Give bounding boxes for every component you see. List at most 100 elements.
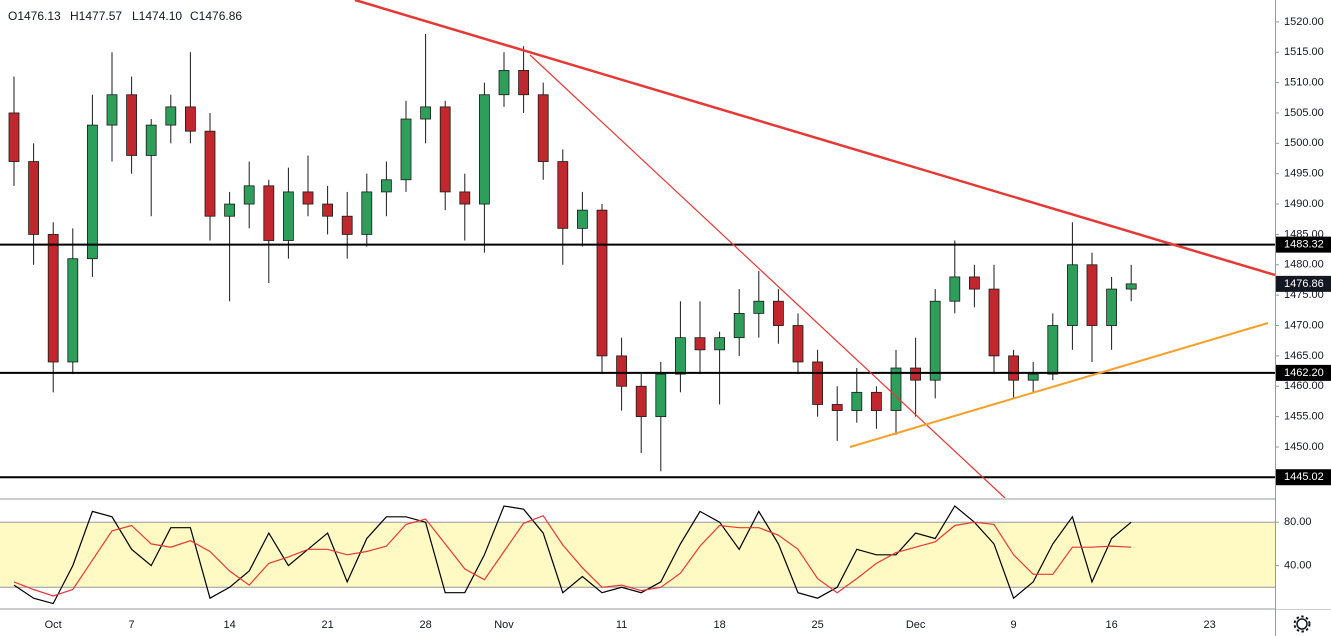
candle-body [1067,264,1078,326]
x-tick-label: 9 [1011,619,1017,631]
y-tick-label: 1505.00 [1284,107,1324,119]
candle-body [812,361,823,405]
y-tick-label: 80.00 [1284,516,1312,528]
candle-body [1008,355,1019,381]
candle-body [537,94,549,162]
candle-body [322,203,334,217]
candle-body [910,367,921,381]
y-tick-label: 1515.00 [1284,46,1324,58]
y-tick-label: 1480.00 [1284,259,1324,271]
x-tick-label: 14 [223,619,235,631]
candle-body [1027,373,1039,381]
y-tick-label: 1455.00 [1284,411,1324,423]
candle-body [773,300,784,326]
candle-body [733,312,745,339]
candle-body [361,191,373,235]
trend-line [354,0,1276,277]
y-tick-label: 1465.00 [1284,350,1324,362]
y-tick-label: 1500.00 [1284,137,1324,149]
candle-body [792,325,804,363]
candle-body [302,191,314,205]
x-tick-label: 25 [811,619,823,631]
y-tick-label: 1510.00 [1284,77,1324,89]
candle-body [8,112,20,162]
candle-body [165,106,177,126]
candle-body [675,337,686,375]
candle-body [400,118,412,181]
candle-body [106,94,118,126]
last-price-bg [1276,275,1331,292]
candle-body [616,355,627,387]
y-tick-label: 40.00 [1284,560,1312,572]
level-label-bg [1276,236,1331,253]
candle-body [929,300,941,381]
candle-body [263,185,275,241]
candle-body [145,124,157,156]
candle-body [224,203,236,217]
ohlc-open: O1476.13 [8,9,61,23]
candle-body [87,124,98,260]
candle-body [1125,283,1137,290]
x-tick-label: Dec [906,619,926,631]
level-label-bg [1276,469,1331,486]
x-tick-label: Nov [494,619,514,631]
x-tick-label: 11 [616,619,627,631]
candle-body [635,385,647,418]
candle-body [439,106,451,193]
candle-body [969,276,980,290]
ohlc-high: H1477.57 [70,9,122,23]
candle-body [126,94,137,156]
candle-body [557,161,569,229]
ohlc-low: L1474.10 [132,9,182,23]
x-tick-label: 7 [129,619,135,631]
candle-body [851,391,863,411]
candle-body [184,106,196,132]
x-tick-label: 16 [1105,619,1117,631]
candle-body [459,191,471,205]
level-label: 1462.20 [1284,367,1324,379]
candle-body [28,161,40,235]
x-tick-label: Oct [45,619,62,631]
stoch-line [13,505,1132,605]
trend-line [849,322,1269,448]
y-tick-label: 1470.00 [1284,319,1324,331]
x-tick-label: 21 [321,619,333,631]
x-tick-label: 18 [713,619,725,631]
candle-body [871,391,882,411]
candle-body [655,373,667,418]
candle-body [890,367,902,411]
last-price-label: 1476.86 [1284,278,1324,290]
candle-body [577,209,588,229]
level-label: 1483.32 [1284,239,1324,251]
candle-body [380,179,392,193]
candle-body [1086,264,1098,326]
candle-body [518,70,529,96]
y-tick-label: 1450.00 [1284,441,1324,453]
candle-body [1106,288,1117,326]
candle-body [596,209,608,357]
x-tick-label: 28 [419,619,431,631]
candle-body [204,130,216,217]
candle-body [831,404,843,411]
candle-body [341,215,353,235]
candle-body [420,106,432,120]
y-tick-label: 1475.00 [1284,289,1324,301]
level-label-bg [1276,364,1331,381]
candle-body [498,70,510,96]
candle-body [1047,325,1059,375]
y-tick-label: 1460.00 [1284,380,1324,392]
settings-icon[interactable] [1293,615,1311,633]
axes: 1450.00 1455.00 1460.00 1465.00 1470.00 1475.… [45,16,1331,631]
y-tick-label: 1495.00 [1284,168,1324,180]
candle-body [949,276,961,302]
y-tick-label: 1520.00 [1284,16,1324,28]
candle-body [47,234,59,363]
candle-body [694,337,706,351]
candle-body [988,288,1000,357]
ohlc-close: C1476.86 [190,9,242,23]
candle-body [67,258,79,363]
level-label: 1445.02 [1284,471,1324,483]
stoch-line [13,514,1132,597]
marks [0,34,1275,605]
